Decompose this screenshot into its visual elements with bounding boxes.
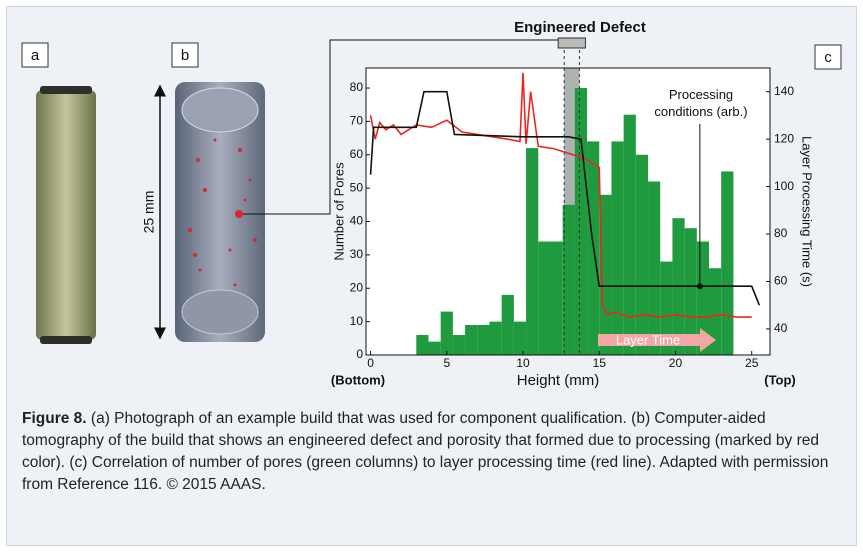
bar	[562, 204, 575, 355]
bar	[489, 321, 502, 355]
bar	[538, 241, 551, 355]
caption-label: Figure 8.	[22, 410, 87, 427]
x-tick-label: 15	[593, 356, 607, 370]
y2-tick-label: 140	[774, 84, 794, 98]
y2-tick-label: 100	[774, 179, 794, 193]
y-tick-label: 50	[350, 180, 364, 194]
layer-time-arrow	[598, 328, 716, 352]
cylinder-cap	[40, 336, 92, 344]
bar	[635, 154, 649, 355]
bar	[440, 311, 453, 355]
annotation-dot	[696, 283, 703, 290]
y-tick-label: 10	[350, 314, 364, 328]
panel-label-box	[21, 42, 49, 68]
x-end-label: (Top)	[764, 372, 796, 387]
x-tick-label: 0	[367, 356, 374, 370]
bar	[428, 341, 441, 355]
ct-cylinder	[175, 82, 265, 342]
defect-bracket	[557, 37, 586, 49]
bar	[611, 141, 624, 355]
panel-label-box	[171, 42, 199, 68]
cylinder-cap	[40, 86, 92, 94]
bar	[416, 334, 429, 355]
y-tick-label: 40	[350, 214, 364, 228]
x-start-label: (Bottom)	[331, 372, 385, 387]
bar	[648, 181, 661, 355]
series-annotation: Layer Time	[616, 332, 680, 347]
bar	[660, 261, 673, 355]
bar	[477, 324, 490, 355]
bar	[709, 268, 722, 355]
y2-axis-title: Layer Processing Time (s)	[800, 136, 815, 287]
panel-label: c	[824, 49, 832, 66]
bar	[452, 334, 466, 355]
defect-connector	[243, 39, 560, 215]
ct-bottom	[181, 289, 259, 335]
x-axis-title: Height (mm)	[517, 372, 600, 389]
ct-top	[181, 87, 259, 133]
photo-cylinder	[36, 90, 96, 340]
y2-tick-label: 60	[774, 274, 788, 288]
y-tick-label: 60	[350, 147, 364, 161]
caption: Figure 8. (a) Photograph of an example b…	[22, 408, 837, 496]
bar	[526, 148, 539, 355]
bar	[721, 171, 734, 355]
chart: 0 5 10 15 20 25 0 10 20 30 40 50 60 70 80 40 60 80 100 120 1…	[331, 19, 815, 389]
y2-tick-label: 40	[774, 321, 788, 335]
panel-label: b	[181, 47, 189, 64]
bar	[550, 241, 563, 355]
bar	[513, 321, 527, 355]
plot-frame	[365, 67, 771, 356]
bar	[465, 324, 478, 355]
y2-tick-label: 120	[774, 131, 794, 145]
x-tick-label: 5	[443, 356, 450, 370]
annotation: Engineered Defect	[514, 19, 646, 36]
caption-text: (a) Photograph of an example build that …	[22, 410, 829, 493]
series-annotation: Processing conditions (arb.)	[654, 87, 748, 119]
bar	[574, 88, 588, 355]
scale-label: 25 mm	[141, 191, 157, 234]
x-tick-label: 20	[669, 356, 683, 370]
porosity-dots	[188, 138, 257, 287]
y-tick-label: 20	[350, 280, 364, 294]
y-tick-label: 30	[350, 247, 364, 261]
x-tick-label: 25	[745, 356, 759, 370]
panel-label-box	[814, 44, 842, 70]
x-tick-label: 10	[516, 356, 530, 370]
y-tick-label: 0	[356, 347, 363, 361]
bar	[623, 114, 636, 355]
y-tick-label: 70	[350, 114, 364, 128]
y-tick-label: 80	[350, 80, 364, 94]
panel-label: a	[31, 47, 40, 64]
y2-tick-label: 80	[774, 226, 788, 240]
line	[369, 90, 761, 306]
bar	[501, 294, 514, 355]
bar	[684, 228, 697, 355]
y-axis-title: Number of Pores	[331, 162, 346, 261]
